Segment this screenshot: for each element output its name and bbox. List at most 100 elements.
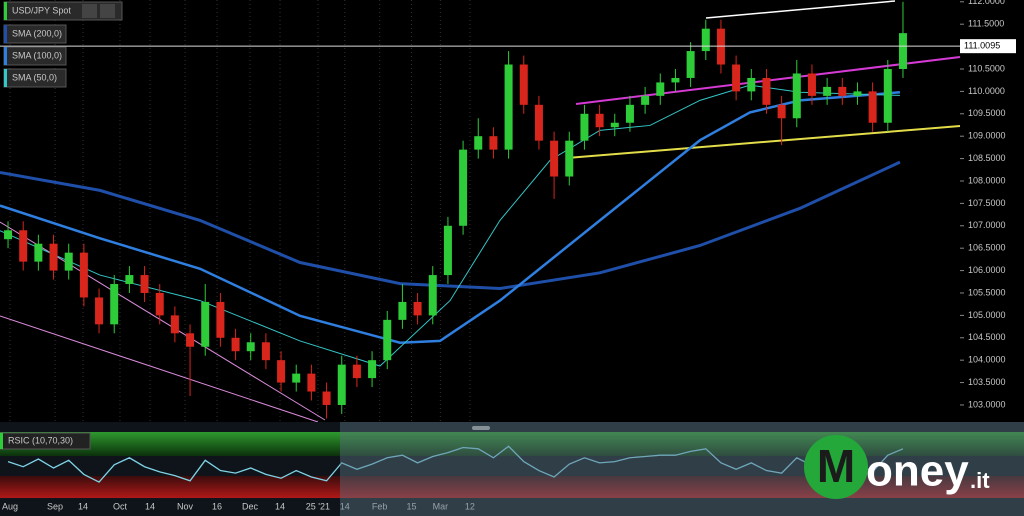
candle-body <box>201 301 210 347</box>
x-tick-label: 16 <box>212 501 222 511</box>
x-tick-label: Dec <box>242 501 259 511</box>
candle-body <box>656 82 665 96</box>
candle-body <box>610 122 619 128</box>
y-tick-label: 104.0000 <box>968 355 1006 365</box>
oversold-band <box>0 476 1024 498</box>
y-tick-label: 109.5000 <box>968 108 1006 118</box>
y-tick-label: 106.5000 <box>968 243 1006 253</box>
candle-body <box>747 77 756 92</box>
candle-body <box>625 104 634 123</box>
y-tick-label: 104.5000 <box>968 332 1006 342</box>
y-tick-label: 105.0000 <box>968 310 1006 320</box>
candle-body <box>777 104 786 119</box>
candle-body <box>807 73 816 96</box>
legend-label: SMA (100,0) <box>12 50 62 60</box>
logo-suffix: .it <box>970 468 990 493</box>
legend-swatch <box>4 2 7 20</box>
legend-swatch <box>4 47 7 65</box>
y-tick-label: 111.5000 <box>968 19 1004 29</box>
rsi-legend-swatch <box>0 433 3 449</box>
channel-line <box>0 315 319 423</box>
candle-body <box>443 225 452 276</box>
x-tick-label: 14 <box>340 501 350 511</box>
candle-body <box>565 140 574 177</box>
refresh-button[interactable] <box>82 4 97 18</box>
y-tick-label: 107.5000 <box>968 198 1006 208</box>
candle-body <box>34 243 43 262</box>
candle-body <box>534 104 543 141</box>
candle-body <box>898 33 907 69</box>
rsi-line <box>7 445 904 483</box>
candle-body <box>504 64 513 150</box>
y-tick-label: 110.0000 <box>968 86 1005 96</box>
legend-swatch <box>4 25 7 43</box>
last-price-label: 111.0095 <box>964 41 1000 51</box>
x-tick-label: Mar <box>433 501 449 511</box>
candle-body <box>883 68 892 123</box>
last-price-box <box>960 39 1016 54</box>
legend-label: USD/JPY Spot <box>12 5 71 15</box>
candle-body <box>383 319 392 361</box>
rsi-panel <box>0 422 1024 516</box>
logo-initial: M <box>817 440 855 492</box>
candle-body <box>216 301 225 338</box>
candle-body <box>337 364 346 405</box>
candle-body <box>868 91 877 123</box>
axis: 103.0000 103.5000 104.0000 104.5000 105.0000… <box>0 0 1016 409</box>
candle-body <box>110 284 119 325</box>
y-tick-label: 108.0000 <box>968 175 1006 185</box>
candle-body <box>519 64 528 105</box>
candle-body <box>595 113 604 128</box>
x-tick-label: 15 <box>407 501 417 511</box>
candle-body <box>64 252 73 271</box>
candles <box>4 1 907 419</box>
candle-body <box>413 301 422 316</box>
candle-body <box>762 77 771 105</box>
y-tick-label: 112.0000 <box>968 0 1005 6</box>
candle-body <box>277 360 286 383</box>
candle-body <box>686 51 695 78</box>
candle-body <box>352 364 361 379</box>
x-tick-label: Feb <box>372 501 388 511</box>
candle-body <box>671 77 680 83</box>
logo-text: oney <box>866 447 969 496</box>
candle-body <box>368 360 377 379</box>
rsi-legend-box <box>0 432 91 450</box>
panel-handle[interactable] <box>472 426 490 430</box>
settings-button[interactable] <box>100 4 115 18</box>
candle-body <box>95 297 104 325</box>
candle-body <box>838 86 847 96</box>
candle-body <box>19 230 28 262</box>
sma-line <box>0 91 901 344</box>
candle-body <box>155 292 164 316</box>
candle-body <box>580 113 589 141</box>
trend-line <box>705 0 896 19</box>
candle-body <box>79 252 88 298</box>
candle-body <box>701 28 710 52</box>
candle-body <box>428 275 437 316</box>
y-tick-label: 110.5000 <box>968 63 1005 73</box>
candle-body <box>125 275 134 285</box>
logo: M oney .it <box>804 435 990 499</box>
y-tick-label: 108.5000 <box>968 153 1006 163</box>
x-tick-label: 25 '21 <box>306 501 330 511</box>
candle-body <box>322 391 331 405</box>
y-tick-label: 106.0000 <box>968 265 1006 275</box>
candle-body <box>231 337 240 352</box>
rsi-legend-label: RSIC (10,70,30) <box>8 435 73 445</box>
sma-line <box>0 160 901 291</box>
candle-body <box>732 64 741 92</box>
candle-body <box>140 275 149 293</box>
x-tick-label: Aug <box>2 501 18 511</box>
candle-body <box>641 95 650 105</box>
candle-body <box>261 342 270 361</box>
candle-body <box>292 373 301 383</box>
y-tick-label: 103.0000 <box>968 399 1006 409</box>
x-tick-label: 12 <box>465 501 475 511</box>
x-tick-label: Nov <box>177 501 194 511</box>
candle-body <box>792 73 801 119</box>
x-tick-label: Sep <box>47 501 63 511</box>
x-tick-label: 14 <box>275 501 285 511</box>
candle-body <box>4 230 13 240</box>
